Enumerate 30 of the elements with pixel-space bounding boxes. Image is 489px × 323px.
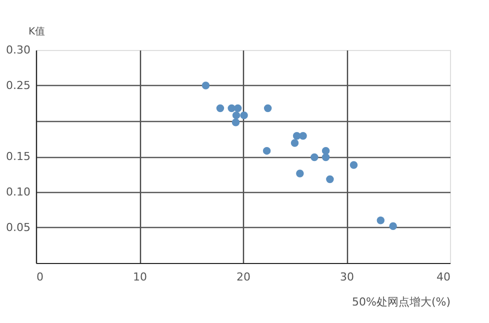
y-tick-label: 0.10	[6, 186, 30, 198]
point	[234, 104, 242, 112]
point	[350, 161, 358, 169]
x-axis-title: 50%处网点增大(%)	[352, 296, 450, 308]
point	[310, 153, 318, 162]
point	[322, 153, 330, 162]
point	[232, 111, 240, 120]
point	[232, 118, 240, 126]
point	[296, 170, 304, 178]
x-tick-label: 10	[133, 270, 147, 284]
point	[389, 222, 397, 230]
y-tick-label: 0.25	[6, 79, 30, 92]
point	[240, 111, 248, 120]
y-tick-label: 0.15	[6, 150, 30, 163]
x-tick-label: 40	[436, 270, 450, 284]
point	[216, 104, 224, 112]
point	[262, 146, 271, 155]
point	[376, 216, 385, 224]
x-tick-label: 0	[36, 270, 44, 284]
x-tick-label: 20	[236, 270, 250, 284]
point	[290, 139, 299, 147]
point	[299, 132, 307, 140]
y-tick-label: 0.05	[6, 221, 30, 234]
x-tick-label: 30	[340, 270, 354, 284]
point	[202, 82, 210, 90]
y-tick-label: 0.30	[6, 44, 30, 56]
point	[264, 104, 272, 112]
point	[326, 175, 334, 184]
point	[322, 146, 330, 155]
y-axis-title: K值	[28, 26, 46, 38]
